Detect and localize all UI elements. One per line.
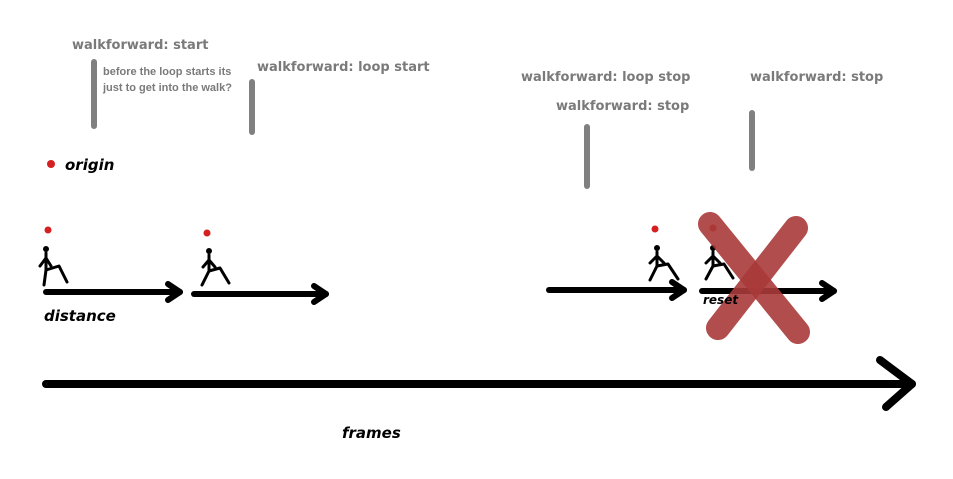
label-walk-start: walkforward: start [72,38,209,53]
stick-figure-2 [200,229,231,287]
label-distance: distance [44,307,116,325]
label-stop-a: walkforward: stop [556,99,690,114]
stick-figure-4 [704,224,735,281]
note-pre-loop: before the loop starts its just to get i… [103,66,232,94]
distance-arrow-2 [191,283,329,305]
stick-figure-3 [648,225,680,282]
frames-axis-arrow [42,356,916,411]
label-frames: frames [342,424,401,442]
label-reset: reset [703,293,739,307]
label-loop-start: walkforward: loop start [257,60,430,75]
reset-cross [698,212,810,344]
label-origin: origin [65,156,115,174]
distance-arrow-3 [546,279,687,301]
distance-arrow-1 [43,281,183,303]
label-loop-stop: walkforward: loop stop [521,70,691,85]
stick-figure-1 [38,226,69,287]
label-stop-b: walkforward: stop [750,70,884,85]
origin-dot [47,160,55,168]
